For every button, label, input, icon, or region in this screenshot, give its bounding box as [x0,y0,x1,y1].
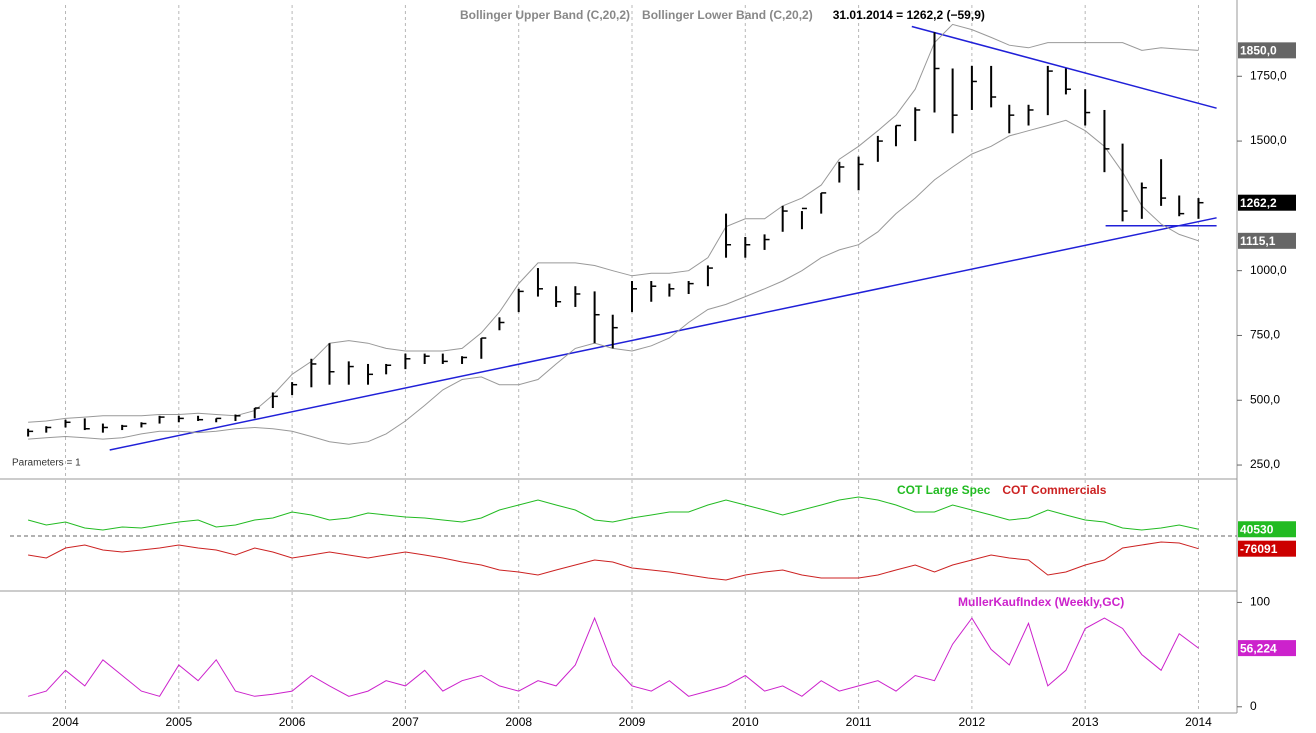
annotation: Parameters = 1 [12,458,81,469]
legend-entry: Bollinger Upper Band (C,20,2) [460,8,630,22]
legend-entry: COT Large Spec [897,483,991,497]
x-tick-label: 2005 [165,715,192,729]
value-box [1238,540,1296,557]
legend-entry: COT Commercials [1002,483,1106,497]
status-text: 31.01.2014 = 1262,2 (−59,9) [833,8,985,22]
y-tick-label: 750,0 [1250,328,1280,342]
x-tick-label: 2010 [732,715,759,729]
x-tick-label: 2013 [1072,715,1099,729]
series-line [27,616,1199,697]
trendline [109,217,1217,451]
x-tick-label: 2007 [392,715,419,729]
x-tick-label: 2012 [959,715,986,729]
y-tick-label: 0 [1250,699,1257,713]
value-box-label: -76091 [1240,542,1278,556]
x-tick-label: 2009 [619,715,646,729]
legend-entry: Bollinger Lower Band (C,20,2) [642,8,813,22]
y-tick-label: 500,0 [1250,392,1280,406]
x-tick-label: 2008 [505,715,532,729]
x-tick-label: 2014 [1185,715,1212,729]
value-box [1238,521,1296,538]
series-line [28,541,1199,581]
y-tick-label: 100 [1250,595,1270,609]
value-box [1238,232,1296,249]
x-tick-label: 2004 [52,715,79,729]
series-line [28,23,1199,423]
series-line [27,496,1199,531]
trendline [911,25,1217,109]
value-box [1238,640,1296,657]
value-box-label: 1115,1 [1240,234,1276,248]
value-box [1238,194,1296,211]
y-tick-label: 1500,0 [1250,133,1287,147]
value-box [1238,42,1296,59]
legend-entry: MullerKaufIndex (Weekly,GC) [958,595,1124,609]
y-tick-label: 1000,0 [1250,263,1287,277]
x-tick-label: 2011 [846,715,872,729]
value-box-label: 1850,0 [1240,44,1277,58]
value-box-label: 40530 [1240,522,1274,536]
value-box-label: 56,224 [1240,641,1277,655]
y-tick-label: 250,0 [1250,457,1280,471]
y-tick-label: 1750,0 [1250,68,1287,82]
value-box-label: 1262,2 [1240,196,1277,210]
x-tick-label: 2006 [279,715,306,729]
